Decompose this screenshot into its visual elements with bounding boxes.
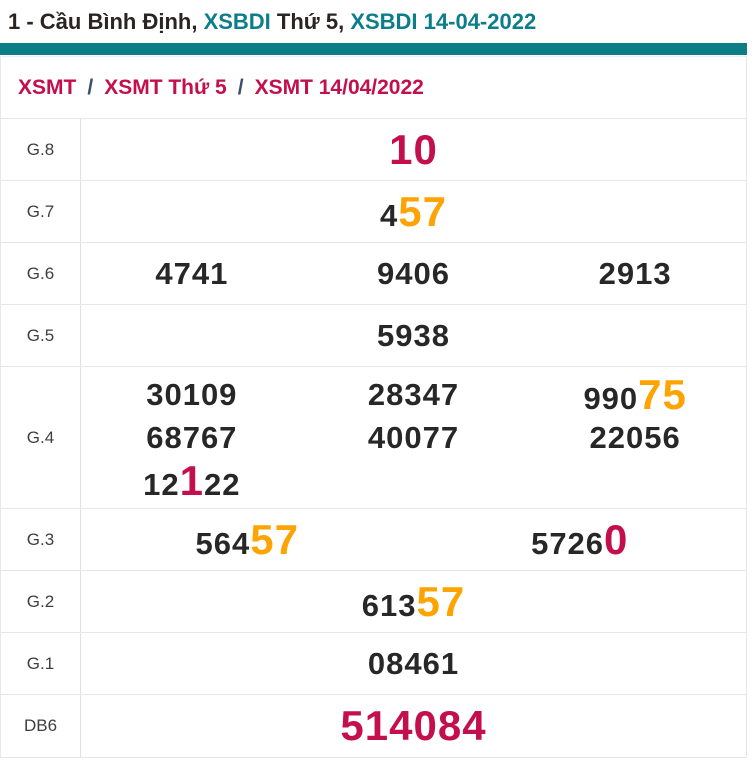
highlighted-digits-red: 1 <box>179 456 204 504</box>
digit-segment: 9406 <box>377 256 450 291</box>
digit-segment: 990 <box>583 380 639 416</box>
digit-segment: 68767 <box>146 420 238 455</box>
digit-segment: 22 <box>204 466 241 502</box>
prize-label: G.8 <box>1 119 81 180</box>
results-panel: XSMT / XSMT Thứ 5/XSMT 14/04/2022 G.8 10 G.7… <box>0 56 747 758</box>
prize-value: 5938 <box>81 320 746 351</box>
prize-values: 514084 <box>81 695 746 757</box>
prize-label: G.6 <box>1 243 81 304</box>
prize-label: DB6 <box>1 695 81 757</box>
prize-value: 457 <box>81 187 746 235</box>
prize-row-g2: G.2 61357 <box>1 571 746 633</box>
prize-row-g5: G.5 5938 <box>1 305 746 367</box>
title-text-segment: 1 - Cầu Bình Định, <box>8 9 204 34</box>
highlighted-digits-red: 514084 <box>340 702 487 749</box>
prize-value: 12122 <box>81 456 303 504</box>
title-text-segment: Thứ 5, <box>270 9 351 34</box>
prize-value: 28347 <box>303 379 525 410</box>
digit-segment: 4741 <box>155 256 229 291</box>
prize-label: G.5 <box>1 305 81 366</box>
prize-line: 30109 28347 99075 <box>81 373 746 416</box>
breadcrumb-link-2[interactable]: XSMT Thứ 5 <box>104 75 227 99</box>
prize-value: 61357 <box>81 577 746 625</box>
prize-label: G.4 <box>1 367 81 508</box>
prize-values: 08461 <box>81 633 746 694</box>
title-link[interactable]: XSBDI <box>203 9 271 34</box>
prize-value: 22056 <box>524 422 746 453</box>
breadcrumb: XSMT / XSMT Thứ 5 / XSMT 14/04/2022 <box>1 57 746 119</box>
highlighted-digits-orange: 57 <box>416 577 466 625</box>
results-table: G.8 10 G.7 457 G.6 4741 9406 2913 G.5 5938 G.4 3010… <box>1 119 746 757</box>
prize-line: 457 <box>81 187 746 236</box>
prize-values: 56457 57260 <box>81 509 746 570</box>
prize-value: 9406 <box>303 258 525 289</box>
prize-values: 457 <box>81 181 746 242</box>
prize-values: 5938 <box>81 305 746 366</box>
digit-segment: 30109 <box>146 377 238 412</box>
prize-line: 68767 40077 22056 <box>81 416 746 459</box>
prize-row-g4: G.4 30109 28347 99075 68767 40077 22056 12122 <box>1 367 746 509</box>
prize-value: 68767 <box>81 422 303 453</box>
prize-line: 4741 9406 2913 <box>81 249 746 298</box>
breadcrumb-separator: / <box>87 75 94 99</box>
digit-segment: 22056 <box>589 420 681 455</box>
teal-divider-bar <box>0 43 747 55</box>
digit-segment: 4 <box>380 197 399 233</box>
digit-segment: 5726 <box>531 525 605 561</box>
prize-line: 08461 <box>81 639 746 688</box>
prize-row-g7: G.7 457 <box>1 181 746 243</box>
prize-value: 40077 <box>303 422 525 453</box>
prize-row-g3: G.3 56457 57260 <box>1 509 746 571</box>
prize-values: 30109 28347 99075 68767 40077 22056 12122 <box>81 367 746 508</box>
prize-row-g8: G.8 10 <box>1 119 746 181</box>
prize-label: G.2 <box>1 571 81 632</box>
prize-value: 56457 <box>81 515 414 563</box>
digit-segment: 2913 <box>598 256 672 291</box>
highlighted-digits-red: 10 <box>389 125 438 173</box>
digit-segment: 613 <box>361 587 417 623</box>
digit-segment: 5938 <box>377 318 450 353</box>
prize-value: 4741 <box>81 258 303 289</box>
digit-segment: 08461 <box>367 646 460 681</box>
prize-label: G.3 <box>1 509 81 570</box>
breadcrumb-separator: / <box>237 75 244 99</box>
prize-value: 08461 <box>81 648 746 679</box>
highlighted-digits-orange: 57 <box>250 515 299 563</box>
prize-line: 61357 <box>81 577 746 626</box>
page-title: 1 - Cầu Bình Định, XSBDI Thứ 5, XSBDI 14… <box>0 0 755 35</box>
prize-values: 10 <box>81 119 746 180</box>
prize-value: 2913 <box>524 258 746 289</box>
title-link[interactable]: XSBDI 14-04-2022 <box>350 9 537 34</box>
highlighted-digits-orange: 75 <box>638 370 687 418</box>
breadcrumb-link-3[interactable]: XSMT 14/04/2022 <box>254 75 424 99</box>
prize-values: 61357 <box>81 571 746 632</box>
digit-segment: 40077 <box>367 420 460 455</box>
prize-line: 10 <box>81 125 746 174</box>
prize-value: 99075 <box>524 370 746 418</box>
prize-line: 56457 57260 <box>81 515 746 564</box>
prize-row-g6: G.6 4741 9406 2913 <box>1 243 746 305</box>
prize-row-db6: DB6 514084 <box>1 695 746 757</box>
highlighted-digits-orange: 57 <box>398 187 447 235</box>
breadcrumb-link-1[interactable]: XSMT <box>18 75 77 99</box>
prize-value: 30109 <box>81 379 303 410</box>
prize-line: 5938 <box>81 311 746 360</box>
digit-segment: 564 <box>195 525 251 561</box>
prize-values: 4741 9406 2913 <box>81 243 746 304</box>
prize-line: 12122 <box>81 459 746 502</box>
highlighted-digits-red: 0 <box>604 515 629 563</box>
prize-row-g1: G.1 08461 <box>1 633 746 695</box>
prize-value: 10 <box>81 125 746 173</box>
digit-segment: 28347 <box>367 377 460 412</box>
prize-value: 514084 <box>81 705 746 747</box>
prize-label: G.7 <box>1 181 81 242</box>
prize-label: G.1 <box>1 633 81 694</box>
prize-value: 57260 <box>414 515 747 563</box>
prize-line: 514084 <box>81 702 746 751</box>
digit-segment: 12 <box>143 466 180 502</box>
